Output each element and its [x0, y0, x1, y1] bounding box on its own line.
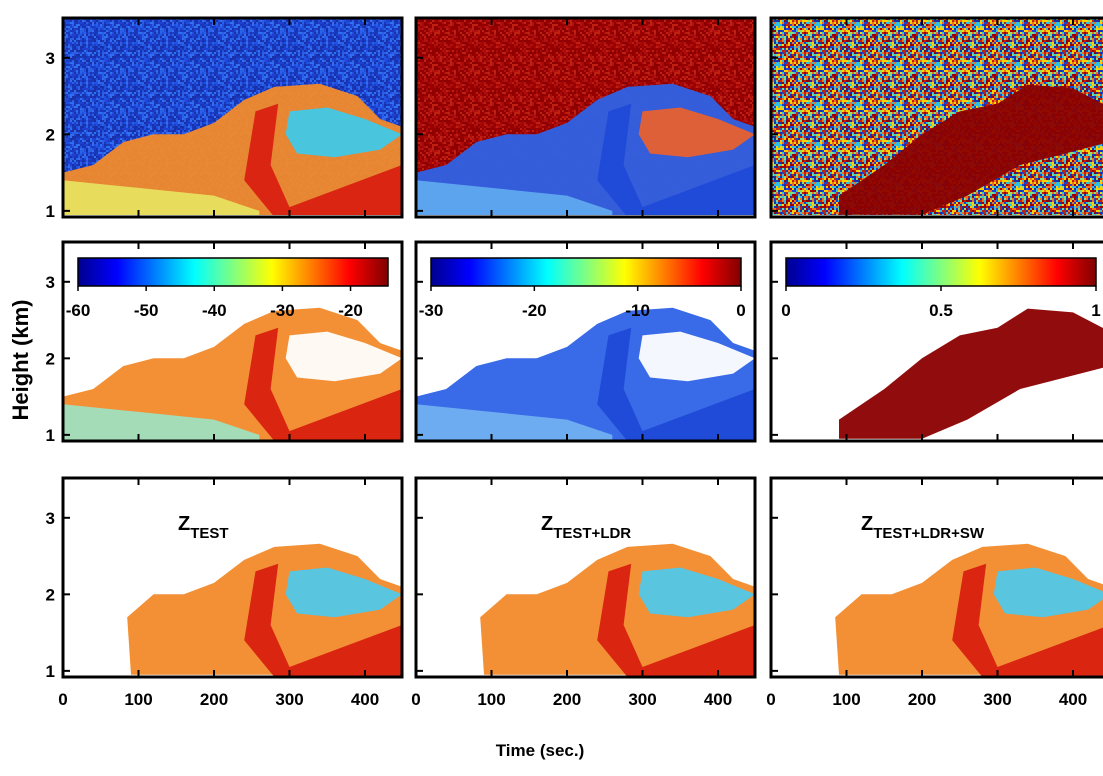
panel [63, 478, 402, 677]
colorbar-tick-label: -40 [202, 301, 227, 320]
panel [771, 478, 1103, 677]
colorbar-tick-label: 0 [781, 301, 790, 320]
colorbar-tick-label: -50 [134, 301, 159, 320]
colorbar [786, 258, 1096, 286]
panel-label-subscript: TEST+LDR+SW [873, 525, 985, 542]
panel [416, 478, 755, 677]
colorbar [431, 258, 741, 286]
colorbar-tick-label: 0 [736, 301, 745, 320]
y-tick-label: 1 [46, 662, 55, 681]
y-tick-label: 2 [46, 349, 55, 368]
y-tick-label: 1 [46, 202, 55, 221]
x-tick-label: 0 [766, 690, 775, 709]
panel [63, 18, 402, 217]
x-tick-label: 100 [832, 690, 860, 709]
colorbar-tick-label: -20 [338, 301, 363, 320]
colorbar-tick-label: -30 [270, 301, 295, 320]
x-tick-label: 300 [628, 690, 656, 709]
colorbar-tick-label: -30 [419, 301, 444, 320]
colorbar-tick-label: 0.5 [929, 301, 953, 320]
y-tick-label: 1 [46, 426, 55, 445]
colorbar [78, 258, 388, 286]
panel-label-symbol: Z [861, 513, 873, 535]
x-tick-label: 300 [275, 690, 303, 709]
panel-label-subscript: TEST+LDR [553, 525, 631, 542]
panel-label-symbol: Z [178, 513, 190, 535]
colorbar-tick-label: -60 [66, 301, 91, 320]
x-tick-label: 0 [411, 690, 420, 709]
y-tick-label: 3 [46, 49, 55, 68]
colorbar-tick-label: -10 [625, 301, 650, 320]
panel [416, 18, 755, 217]
colorbar-tick-label: -20 [522, 301, 547, 320]
colorbar-tick-label: 1 [1091, 301, 1100, 320]
y-tick-label: 2 [46, 125, 55, 144]
x-tick-label: 300 [983, 690, 1011, 709]
panel-label-symbol: Z [541, 513, 553, 535]
x-tick-label: 400 [1059, 690, 1087, 709]
x-tick-label: 100 [124, 690, 152, 709]
x-tick-label: 0 [58, 690, 67, 709]
panel [771, 18, 1103, 217]
x-tick-label: 400 [704, 690, 732, 709]
y-axis-label: Height (km) [8, 300, 33, 421]
y-tick-label: 3 [46, 273, 55, 292]
y-tick-label: 2 [46, 585, 55, 604]
panel-label-subscript: TEST [190, 525, 228, 542]
x-tick-label: 400 [351, 690, 379, 709]
x-tick-label: 200 [200, 690, 228, 709]
y-tick-label: 3 [46, 509, 55, 528]
x-tick-label: 200 [553, 690, 581, 709]
x-tick-label: 200 [908, 690, 936, 709]
x-tick-label: 100 [477, 690, 505, 709]
x-axis-label: Time (sec.) [496, 741, 585, 760]
